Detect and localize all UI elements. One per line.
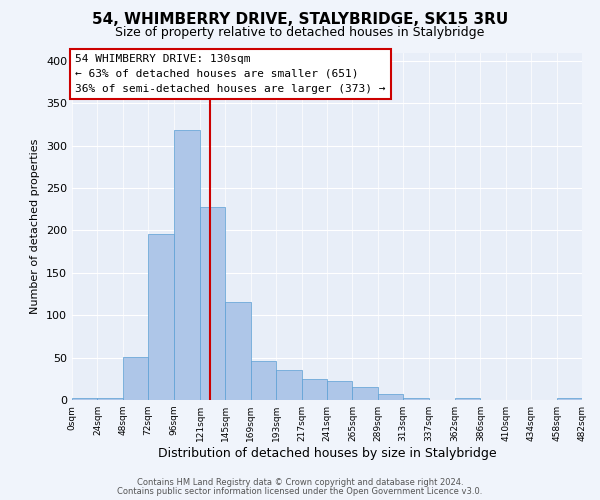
Bar bbox=[327, 380, 352, 400]
Bar bbox=[97, 398, 123, 400]
Text: Contains HM Land Registry data © Crown copyright and database right 2024.: Contains HM Land Registry data © Crown c… bbox=[137, 478, 463, 487]
X-axis label: Distribution of detached houses by size in Stalybridge: Distribution of detached houses by size … bbox=[158, 447, 496, 460]
Bar bbox=[72, 398, 97, 400]
Bar bbox=[302, 379, 327, 400]
Bar bbox=[226, 302, 251, 400]
Bar bbox=[378, 394, 403, 400]
Bar bbox=[148, 234, 173, 400]
Bar bbox=[403, 398, 428, 400]
Text: Size of property relative to detached houses in Stalybridge: Size of property relative to detached ho… bbox=[115, 26, 485, 39]
Bar bbox=[251, 361, 276, 400]
Text: 54 WHIMBERRY DRIVE: 130sqm
← 63% of detached houses are smaller (651)
36% of sem: 54 WHIMBERRY DRIVE: 130sqm ← 63% of deta… bbox=[75, 54, 386, 94]
Text: Contains public sector information licensed under the Open Government Licence v3: Contains public sector information licen… bbox=[118, 487, 482, 496]
Bar bbox=[455, 398, 481, 400]
Y-axis label: Number of detached properties: Number of detached properties bbox=[31, 138, 40, 314]
Text: 54, WHIMBERRY DRIVE, STALYBRIDGE, SK15 3RU: 54, WHIMBERRY DRIVE, STALYBRIDGE, SK15 3… bbox=[92, 12, 508, 28]
Bar bbox=[173, 130, 200, 400]
Bar bbox=[276, 370, 302, 400]
Bar bbox=[200, 207, 226, 400]
Bar bbox=[352, 388, 378, 400]
Bar bbox=[123, 357, 148, 400]
Bar bbox=[557, 398, 582, 400]
